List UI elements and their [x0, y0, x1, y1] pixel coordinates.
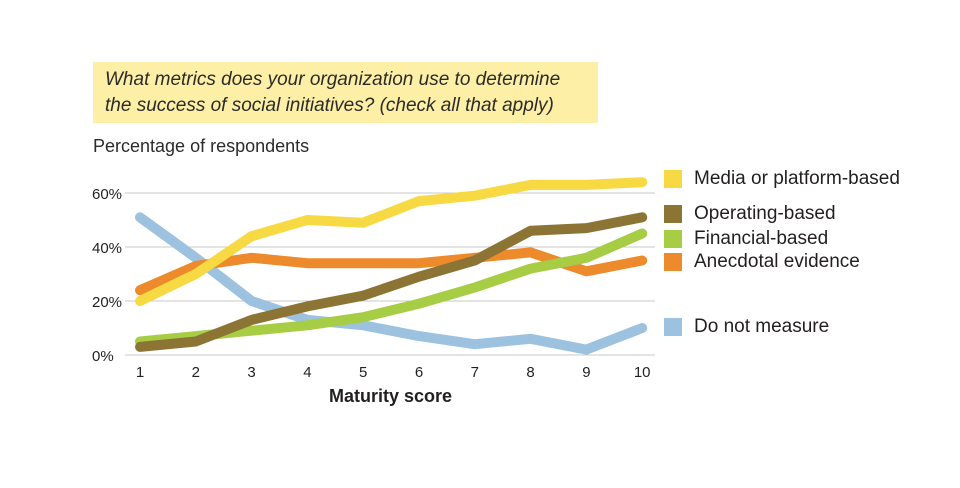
- series-line-operating-based: [135, 212, 648, 352]
- legend-label-do-not-measure: Do not measure: [694, 316, 830, 337]
- x-tick-label: 6: [415, 364, 423, 381]
- x-tick-label: 8: [526, 364, 534, 381]
- legend-swatch-operating: [664, 205, 682, 223]
- legend-item-anecdotal: Anecdotal evidence: [664, 251, 860, 273]
- x-axis-label: Maturity score: [329, 386, 453, 406]
- legend-item-media: Media or platform-based: [664, 168, 900, 190]
- x-tick-label: 1: [136, 364, 144, 381]
- legend-swatch-do-not-measure: [664, 318, 682, 336]
- legend-swatch-financial: [664, 230, 682, 248]
- question-line-2: the success of social initiatives? (chec…: [105, 95, 554, 116]
- legend-item-financial: Financial-based: [664, 228, 828, 250]
- legend-label-financial: Financial-based: [694, 228, 829, 249]
- x-tick-label: 4: [303, 364, 311, 381]
- x-tick-label: 9: [582, 364, 590, 381]
- x-tick-label: 10: [634, 364, 651, 381]
- series-lines: [135, 177, 648, 355]
- series-line-media-or-platform-based: [135, 177, 648, 306]
- question-line-1: What metrics does your organization use …: [105, 69, 561, 90]
- grid-lines: [125, 192, 655, 356]
- question-box: What metrics does your organization use …: [93, 62, 598, 123]
- y-tick-labels: 0% 20% 40% 60%: [92, 186, 122, 365]
- x-tick-labels: 1 2 3 4 5 6 7 8 9 10: [136, 364, 651, 381]
- x-tick-label: 5: [359, 364, 367, 381]
- y-tick-label: 60%: [92, 186, 122, 203]
- legend-swatch-media: [664, 170, 682, 188]
- legend-label-media: Media or platform-based: [694, 168, 900, 189]
- legend-swatch-anecdotal: [664, 253, 682, 271]
- x-tick-label: 3: [247, 364, 255, 381]
- chart-subtitle: Percentage of respondents: [93, 136, 310, 156]
- legend-label-anecdotal: Anecdotal evidence: [694, 251, 860, 272]
- legend-item-operating: Operating-based: [664, 203, 836, 225]
- y-tick-label: 20%: [92, 294, 122, 311]
- y-tick-label: 40%: [92, 240, 122, 257]
- legend-item-do-not-measure: Do not measure: [664, 316, 829, 338]
- legend-label-operating: Operating-based: [694, 203, 836, 224]
- x-tick-label: 2: [192, 364, 200, 381]
- series-line-do-not-measure: [135, 212, 648, 355]
- x-tick-label: 7: [471, 364, 479, 381]
- y-tick-label: 0%: [92, 348, 114, 365]
